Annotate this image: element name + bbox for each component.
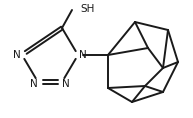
Text: N: N <box>62 79 70 89</box>
Text: N: N <box>30 79 38 89</box>
Text: SH: SH <box>80 4 94 14</box>
Text: N: N <box>79 50 87 60</box>
Text: N: N <box>13 50 21 60</box>
